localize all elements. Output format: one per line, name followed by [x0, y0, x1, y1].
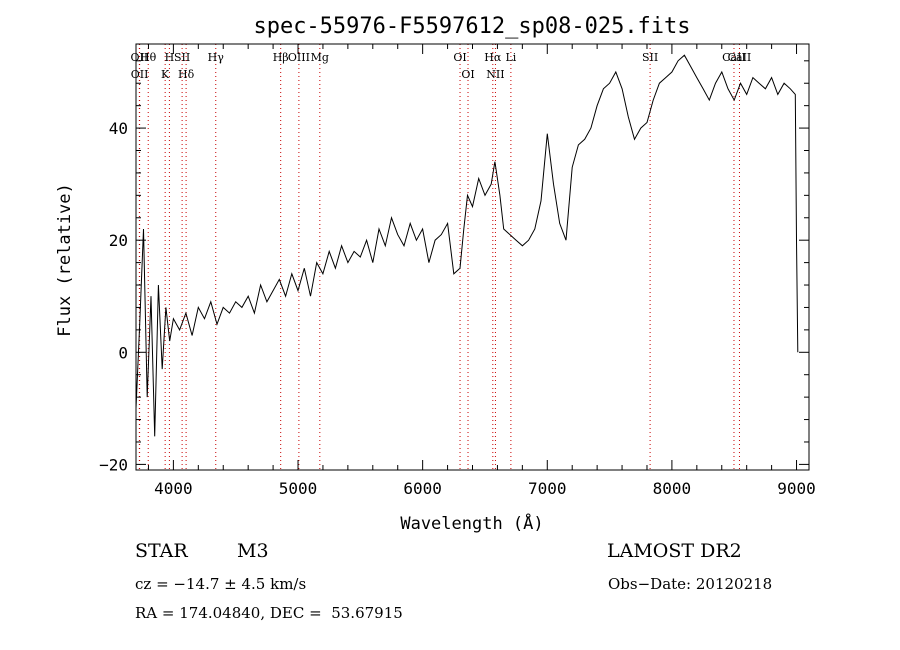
y-tick-label: 40 — [109, 119, 128, 138]
line-marker-label: OII — [131, 68, 149, 81]
y-tick-label: −20 — [99, 455, 128, 474]
line-marker-label: OI — [461, 68, 474, 81]
x-tick-label: 9000 — [777, 479, 816, 498]
y-axis-label: Flux (relative) — [55, 183, 75, 337]
x-tick-label: 4000 — [154, 479, 193, 498]
coordinates: RA = 174.04840, DEC = 53.67915 — [135, 604, 403, 622]
x-tick-label: 6000 — [403, 479, 442, 498]
line-marker-label: H — [165, 51, 175, 64]
line-marker-label: Hα — [484, 51, 502, 64]
x-tick-label: 5000 — [279, 479, 318, 498]
line-marker-label: Mg — [311, 51, 329, 64]
line-marker-label: K — [161, 68, 170, 81]
line-marker-label: OI — [453, 51, 466, 64]
redshift-cz: cz = −14.7 ± 4.5 km/s — [135, 575, 307, 593]
spectrum-line — [135, 54, 799, 437]
line-marker-label: Li — [505, 51, 516, 64]
x-tick-label: 7000 — [528, 479, 567, 498]
obs-date: Obs−Date: 20120218 — [608, 575, 773, 593]
survey-name: LAMOST DR2 — [607, 540, 742, 562]
y-axis-ticks: −20 0 20 40 — [99, 60, 809, 474]
object-subclass: M3 — [237, 540, 269, 562]
y-tick-label: 20 — [109, 231, 128, 250]
emission-line-markers — [138, 44, 740, 470]
line-marker-label: Hγ — [208, 51, 225, 64]
y-tick-label: 0 — [118, 343, 128, 362]
line-marker-label: Hθ — [140, 51, 157, 64]
line-marker-label: CaII — [722, 51, 746, 64]
line-marker-label: SII — [174, 51, 190, 64]
plot-frame — [135, 43, 810, 471]
x-axis-ticks: 4000 5000 6000 7000 8000 9000 — [147, 44, 816, 498]
line-marker-label: OII — [131, 51, 149, 64]
line-marker-label: SII — [642, 51, 658, 64]
line-marker-label: OIII — [288, 51, 310, 64]
line-marker-label: Hδ — [178, 68, 195, 81]
line-marker-label: NII — [486, 68, 504, 81]
object-class: STAR — [135, 540, 188, 562]
x-tick-label: 8000 — [653, 479, 692, 498]
line-marker-label: Hβ — [273, 51, 289, 64]
line-marker-label: CaII — [728, 51, 752, 64]
x-axis-label: Wavelength (Å) — [400, 512, 543, 534]
chart-title: spec-55976-F5597612_sp08-025.fits — [253, 14, 690, 39]
